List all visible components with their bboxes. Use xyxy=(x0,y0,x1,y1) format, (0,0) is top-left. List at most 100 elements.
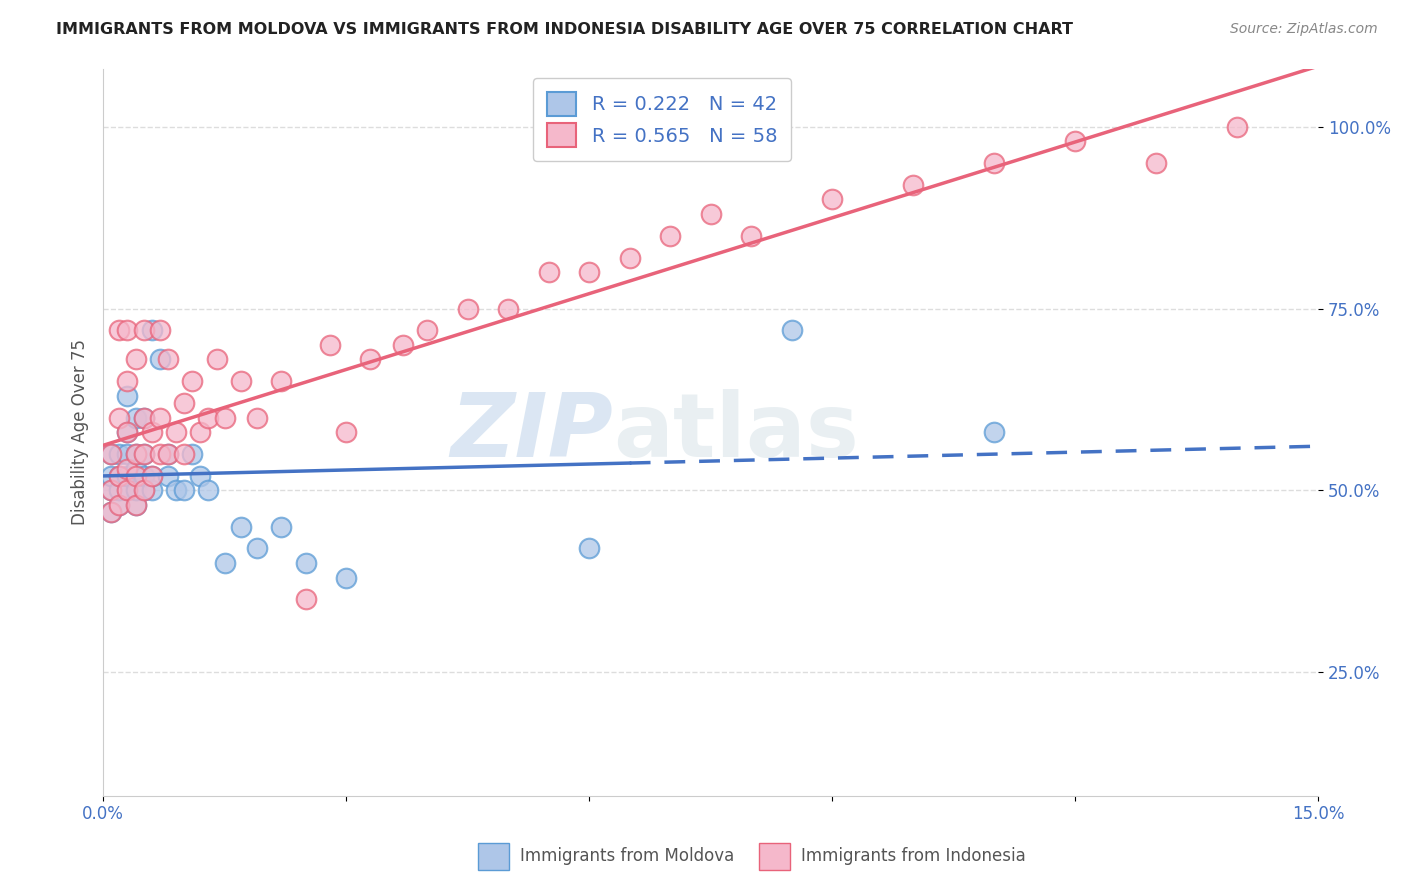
Point xyxy=(149,323,172,337)
Point xyxy=(117,461,139,475)
Point xyxy=(214,410,236,425)
Point xyxy=(132,447,155,461)
Point xyxy=(821,193,844,207)
Point xyxy=(141,468,163,483)
Point xyxy=(578,265,600,279)
Point xyxy=(124,352,146,367)
Point xyxy=(229,374,252,388)
Point xyxy=(188,425,211,439)
Point xyxy=(214,556,236,570)
Point xyxy=(359,352,381,367)
Point xyxy=(124,483,146,498)
Y-axis label: Disability Age Over 75: Disability Age Over 75 xyxy=(72,339,89,525)
Point xyxy=(181,374,204,388)
Point xyxy=(156,468,179,483)
Point xyxy=(108,468,131,483)
Point xyxy=(132,468,155,483)
Point xyxy=(699,207,721,221)
Text: atlas: atlas xyxy=(613,389,859,475)
Point xyxy=(117,425,139,439)
Point xyxy=(132,323,155,337)
Point xyxy=(659,228,682,243)
Point xyxy=(173,396,195,410)
Point xyxy=(173,483,195,498)
Point xyxy=(141,425,163,439)
Legend: R = 0.222   N = 42, R = 0.565   N = 58: R = 0.222 N = 42, R = 0.565 N = 58 xyxy=(533,78,790,161)
Point xyxy=(117,468,139,483)
Point xyxy=(197,410,219,425)
Point xyxy=(124,468,146,483)
Point xyxy=(117,483,139,498)
Point xyxy=(156,447,179,461)
Point xyxy=(392,338,415,352)
Point xyxy=(229,519,252,533)
Point xyxy=(156,352,179,367)
Point xyxy=(319,338,342,352)
Point xyxy=(619,251,641,265)
Point xyxy=(740,228,762,243)
Point xyxy=(457,301,479,316)
Point xyxy=(117,389,139,403)
Point xyxy=(100,468,122,483)
Point xyxy=(132,483,155,498)
Point xyxy=(141,483,163,498)
Point xyxy=(108,410,131,425)
Point xyxy=(903,178,925,192)
Point xyxy=(496,301,519,316)
Point xyxy=(108,447,131,461)
Point xyxy=(246,410,269,425)
Point xyxy=(108,323,131,337)
Point xyxy=(335,571,357,585)
Point xyxy=(117,483,139,498)
Point xyxy=(246,541,269,556)
Point xyxy=(983,425,1005,439)
Point xyxy=(270,374,292,388)
Point xyxy=(578,541,600,556)
Point xyxy=(124,447,146,461)
Point xyxy=(149,447,172,461)
Point xyxy=(132,410,155,425)
Point xyxy=(124,498,146,512)
Point xyxy=(1144,156,1167,170)
Point xyxy=(117,447,139,461)
Text: IMMIGRANTS FROM MOLDOVA VS IMMIGRANTS FROM INDONESIA DISABILITY AGE OVER 75 CORR: IMMIGRANTS FROM MOLDOVA VS IMMIGRANTS FR… xyxy=(56,22,1073,37)
Point xyxy=(100,483,122,498)
Point xyxy=(108,468,131,483)
Point xyxy=(416,323,439,337)
Point xyxy=(335,425,357,439)
Point xyxy=(124,447,146,461)
Point xyxy=(124,498,146,512)
Point xyxy=(181,447,204,461)
Point xyxy=(780,323,803,337)
Point xyxy=(117,374,139,388)
Point xyxy=(294,592,316,607)
Point xyxy=(132,483,155,498)
Point xyxy=(188,468,211,483)
Point xyxy=(1064,134,1087,148)
Text: Immigrants from Moldova: Immigrants from Moldova xyxy=(520,847,734,865)
Point xyxy=(108,483,131,498)
Text: Immigrants from Indonesia: Immigrants from Indonesia xyxy=(801,847,1026,865)
Point xyxy=(1226,120,1249,134)
Point xyxy=(100,447,122,461)
Point xyxy=(124,461,146,475)
Point xyxy=(983,156,1005,170)
Point xyxy=(141,323,163,337)
Point xyxy=(149,410,172,425)
Point xyxy=(100,447,122,461)
Point xyxy=(141,468,163,483)
Point xyxy=(117,425,139,439)
Point xyxy=(205,352,228,367)
Point xyxy=(100,505,122,519)
Point xyxy=(165,425,187,439)
Point xyxy=(108,498,131,512)
Point xyxy=(117,323,139,337)
Point xyxy=(132,447,155,461)
Point xyxy=(124,410,146,425)
Text: ZIP: ZIP xyxy=(451,389,613,475)
Point xyxy=(132,410,155,425)
Point xyxy=(537,265,560,279)
Point xyxy=(100,483,122,498)
Point xyxy=(149,352,172,367)
Point xyxy=(197,483,219,498)
